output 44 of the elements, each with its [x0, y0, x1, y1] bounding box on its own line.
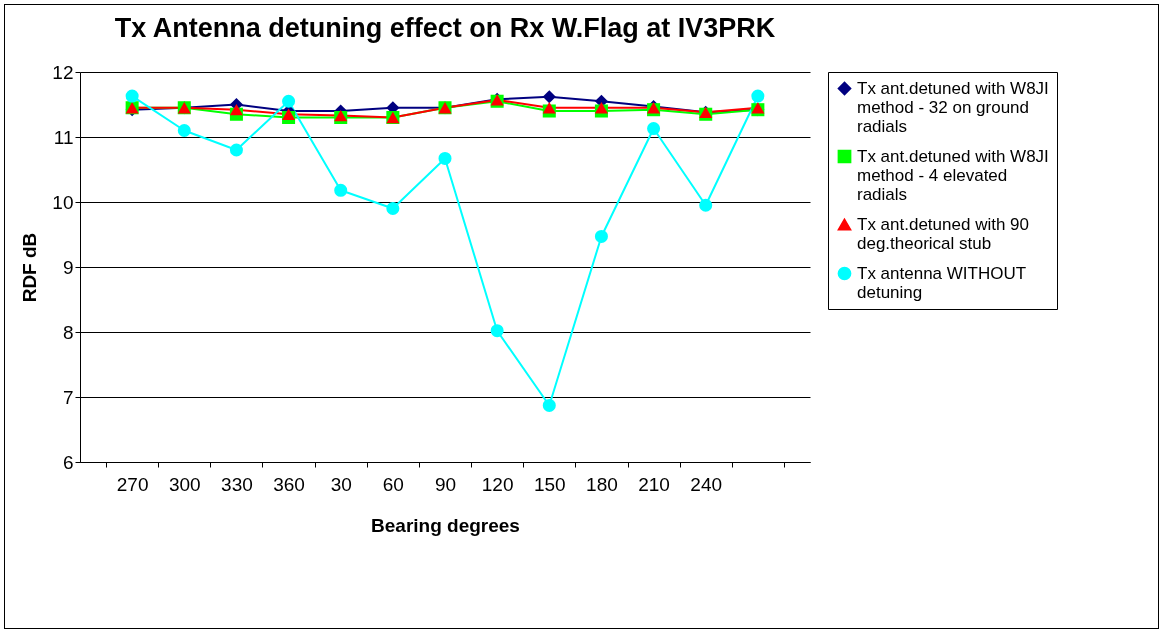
legend-label: Tx ant.detuned with W8JI method - 4 elevated radials — [857, 146, 1049, 204]
x-tick-label: 360 — [273, 473, 305, 495]
point — [699, 198, 713, 212]
point — [177, 123, 191, 138]
point — [594, 229, 608, 243]
y-tick-label: 9 — [62, 256, 74, 278]
x-axis-title: Bearing degrees — [371, 514, 520, 536]
x-tick-label: 270 — [116, 473, 149, 495]
y-tick-label: 11 — [53, 126, 74, 148]
y-tick-label: 10 — [52, 191, 74, 213]
point — [282, 108, 296, 120]
point — [125, 89, 139, 103]
legend-label: Tx ant.detuned with 90 deg.theorical stub — [857, 214, 1030, 253]
point — [282, 94, 296, 108]
y-tick-label: 12 — [52, 61, 74, 83]
y-axis-title: RDF dB — [19, 232, 41, 303]
point — [229, 104, 243, 116]
x-tick-label: 120 — [481, 473, 514, 495]
point — [751, 89, 765, 103]
x-tick-label: 180 — [586, 473, 618, 495]
y-tick-label: 6 — [62, 451, 74, 473]
y-tick-label: 7 — [62, 386, 74, 408]
point — [334, 183, 348, 197]
chart-title: Tx Antenna detuning effect on Rx W.Flag at IV3PRK — [114, 13, 776, 43]
x-tick-label: 300 — [168, 473, 201, 495]
point — [438, 151, 452, 165]
x-tick-label: 210 — [638, 473, 670, 495]
x-tick-label: 330 — [221, 473, 253, 495]
point — [386, 201, 400, 216]
point — [542, 398, 556, 412]
legend-label: Tx ant.detuned with W8JI method - 32 on ground radials — [857, 78, 1049, 136]
point — [542, 90, 556, 104]
point — [542, 102, 556, 114]
x-tick-label: 150 — [533, 473, 566, 495]
point — [490, 324, 504, 338]
point — [229, 143, 243, 157]
x-tick-label: 30 — [330, 473, 352, 495]
x-tick-label: 90 — [434, 473, 457, 495]
legend-label: Tx antenna WITHOUT detuning — [857, 263, 1027, 302]
point — [647, 122, 661, 136]
x-tick-label: 240 — [690, 473, 723, 495]
x-tick-label: 60 — [382, 473, 404, 495]
y-tick-label: 8 — [62, 321, 74, 343]
point — [594, 102, 608, 114]
